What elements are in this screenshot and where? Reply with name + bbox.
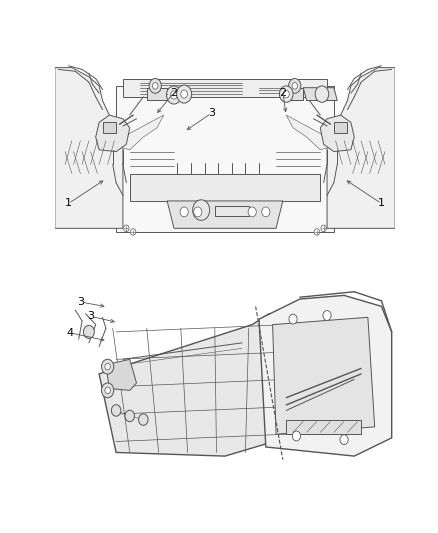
Polygon shape xyxy=(167,201,282,228)
Circle shape xyxy=(320,225,325,232)
Polygon shape xyxy=(102,123,116,133)
Circle shape xyxy=(288,78,300,93)
Circle shape xyxy=(149,78,161,93)
Circle shape xyxy=(288,314,297,324)
Circle shape xyxy=(105,387,110,394)
Polygon shape xyxy=(326,68,394,228)
Circle shape xyxy=(314,229,319,235)
Circle shape xyxy=(292,431,300,441)
Text: 2: 2 xyxy=(170,88,177,98)
Polygon shape xyxy=(286,419,360,434)
Circle shape xyxy=(180,207,188,217)
Circle shape xyxy=(261,207,269,217)
Polygon shape xyxy=(123,78,326,97)
Circle shape xyxy=(101,383,113,398)
Circle shape xyxy=(314,86,328,102)
Circle shape xyxy=(176,85,191,103)
Circle shape xyxy=(105,364,110,370)
Circle shape xyxy=(291,83,297,89)
Polygon shape xyxy=(258,295,391,456)
Text: 4: 4 xyxy=(67,328,74,338)
Polygon shape xyxy=(130,174,320,201)
Circle shape xyxy=(101,359,113,374)
Polygon shape xyxy=(320,115,353,151)
Circle shape xyxy=(125,410,134,422)
Circle shape xyxy=(170,91,177,99)
Polygon shape xyxy=(286,115,333,150)
Circle shape xyxy=(124,225,129,232)
Text: 1: 1 xyxy=(65,198,72,208)
Circle shape xyxy=(111,405,120,416)
Polygon shape xyxy=(303,88,336,101)
Text: 3: 3 xyxy=(87,311,94,321)
Polygon shape xyxy=(146,88,167,101)
Polygon shape xyxy=(272,317,374,434)
Circle shape xyxy=(322,311,330,320)
Circle shape xyxy=(283,91,289,98)
Text: 1: 1 xyxy=(377,198,384,208)
Circle shape xyxy=(166,86,181,104)
Text: 2: 2 xyxy=(279,88,286,98)
Polygon shape xyxy=(106,359,136,390)
Circle shape xyxy=(247,207,256,217)
Circle shape xyxy=(83,325,94,338)
Polygon shape xyxy=(99,313,293,456)
Polygon shape xyxy=(116,115,163,150)
Circle shape xyxy=(130,229,135,235)
Polygon shape xyxy=(214,206,248,215)
Polygon shape xyxy=(333,123,347,133)
Circle shape xyxy=(152,83,158,89)
Circle shape xyxy=(180,90,187,98)
Polygon shape xyxy=(116,86,333,232)
Circle shape xyxy=(192,200,209,220)
Circle shape xyxy=(138,414,148,425)
Polygon shape xyxy=(55,68,123,228)
Polygon shape xyxy=(282,88,303,101)
Text: 3: 3 xyxy=(208,108,214,118)
Polygon shape xyxy=(95,115,130,151)
Circle shape xyxy=(193,207,201,217)
Text: 3: 3 xyxy=(77,297,84,307)
Circle shape xyxy=(279,86,293,102)
Circle shape xyxy=(339,435,347,445)
